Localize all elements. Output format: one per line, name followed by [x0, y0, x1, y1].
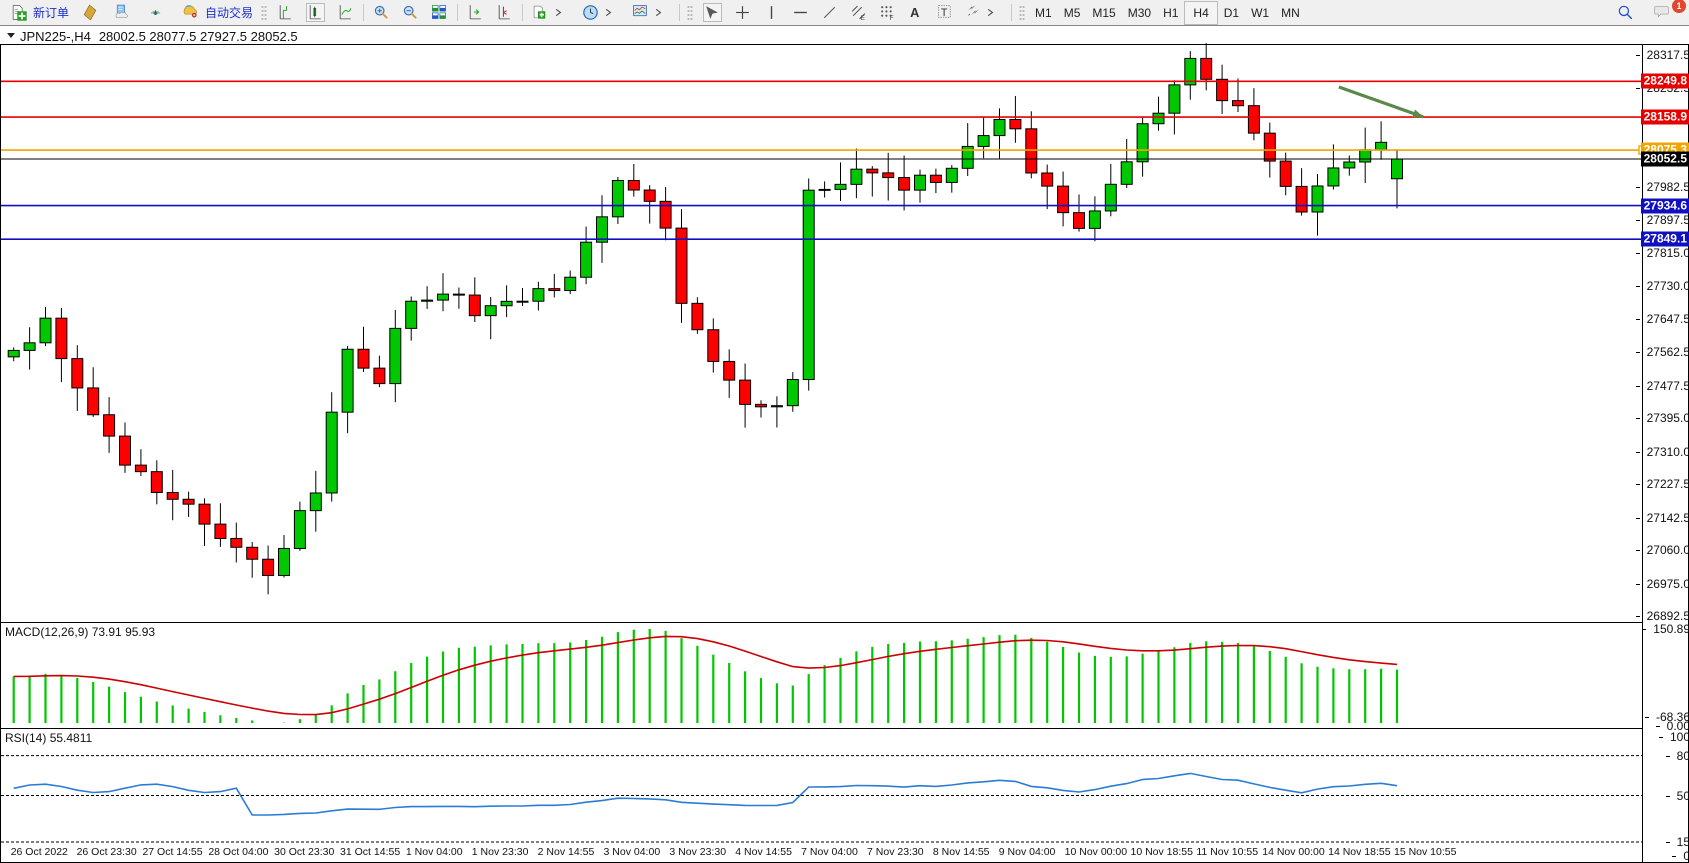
- svg-text:F: F: [890, 15, 894, 21]
- svg-text:E: E: [861, 15, 865, 21]
- svg-text:T: T: [941, 7, 948, 19]
- svg-text:A: A: [910, 5, 919, 20]
